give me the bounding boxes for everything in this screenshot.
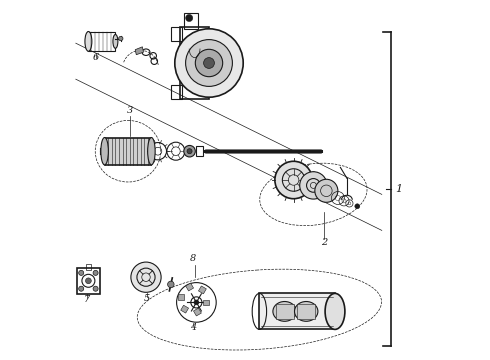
Circle shape: [186, 40, 232, 86]
Circle shape: [175, 29, 243, 97]
Bar: [181, 305, 189, 313]
Ellipse shape: [273, 301, 296, 321]
Circle shape: [93, 270, 98, 275]
Bar: [203, 300, 209, 305]
Bar: [184, 13, 198, 29]
Circle shape: [184, 145, 196, 157]
Text: 4: 4: [190, 323, 196, 332]
Bar: [198, 286, 206, 294]
Bar: [171, 27, 182, 41]
Bar: [86, 264, 91, 270]
Text: 7: 7: [83, 296, 90, 305]
Ellipse shape: [294, 301, 318, 321]
Ellipse shape: [147, 138, 155, 165]
Circle shape: [186, 14, 193, 22]
Bar: [77, 268, 100, 294]
Bar: [196, 146, 203, 156]
Circle shape: [315, 179, 338, 202]
Bar: [275, 304, 294, 319]
Circle shape: [275, 161, 312, 199]
Circle shape: [300, 172, 327, 199]
Circle shape: [86, 278, 91, 284]
Ellipse shape: [85, 31, 92, 51]
Bar: [259, 293, 335, 329]
Circle shape: [131, 262, 161, 292]
Circle shape: [79, 286, 84, 291]
Ellipse shape: [113, 35, 118, 48]
Bar: [180, 27, 209, 99]
Circle shape: [204, 58, 215, 68]
Bar: [171, 85, 182, 99]
Bar: [297, 304, 315, 319]
Ellipse shape: [325, 293, 345, 329]
Text: 3: 3: [127, 106, 133, 115]
Circle shape: [79, 270, 84, 275]
Bar: [194, 308, 201, 316]
Circle shape: [196, 49, 222, 77]
Text: 5: 5: [144, 294, 150, 303]
Text: 1: 1: [395, 184, 403, 194]
Circle shape: [119, 36, 123, 41]
Bar: [178, 294, 184, 300]
Text: 2: 2: [321, 238, 327, 247]
Circle shape: [93, 286, 98, 291]
Ellipse shape: [101, 138, 108, 165]
Bar: [104, 138, 151, 165]
Text: 8: 8: [190, 254, 196, 263]
Circle shape: [194, 300, 199, 305]
Circle shape: [355, 204, 360, 209]
Bar: [88, 31, 116, 51]
Polygon shape: [135, 47, 144, 55]
Circle shape: [168, 281, 174, 288]
Circle shape: [187, 149, 192, 154]
Text: 6: 6: [93, 53, 98, 62]
Bar: [186, 283, 194, 291]
